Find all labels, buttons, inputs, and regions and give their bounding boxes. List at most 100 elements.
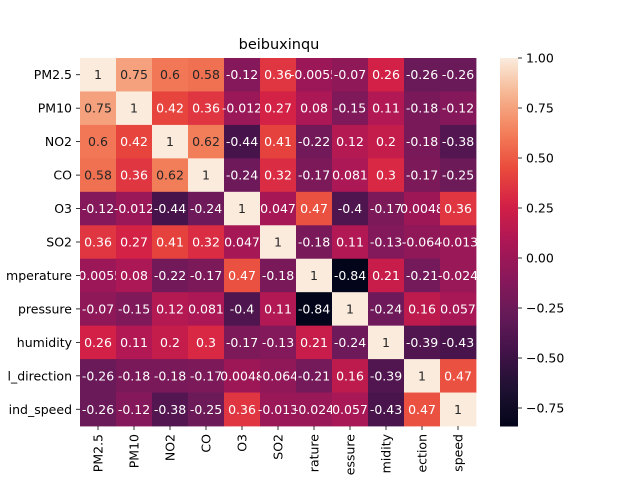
heatmap-cell [224,392,261,427]
heatmap-cell [224,225,261,260]
colorbar-gradient-strip [500,374,518,377]
heatmap-cell [260,292,297,327]
heatmap-cell [260,359,297,393]
colorbar-gradient-strip [500,86,518,89]
heatmap-cell [332,359,369,393]
cell-value-label: -0.024 [294,402,334,417]
cell-value-label: -0.38 [442,134,474,149]
heatmap-cell [404,124,441,159]
colorbar-gradient-strip [500,340,518,343]
heatmap-cell [368,158,405,193]
colorbar-gradient-strip [500,176,518,179]
colorbar-gradient-strip [500,246,518,249]
cell-value-label: 0.26 [84,335,112,350]
cell-value-label: -0.064 [402,235,442,250]
column-label: SO2 [271,434,286,460]
colorbar-gradient-strip [500,358,518,361]
colorbar-tick-label: 0.75 [526,101,554,116]
cell-value-label: -0.39 [406,335,438,350]
heatmap-cell [332,292,369,327]
colorbar-tick-label: 0.00 [526,251,554,266]
colorbar-gradient-strip [500,114,518,117]
cell-value-label: -0.84 [298,301,330,316]
colorbar-gradient-strip [500,106,518,109]
cell-value-label: -0.21 [406,268,438,283]
colorbar-gradient-strip [500,72,518,75]
colorbar-gradient-strip [500,356,518,359]
colorbar-gradient-strip [500,116,518,119]
cell-value-label: 0.21 [300,335,328,350]
colorbar-gradient-strip [500,274,518,277]
colorbar-gradient-strip [500,186,518,189]
heatmap-cell [152,225,189,260]
colorbar-gradient-strip [500,190,518,193]
colorbar-gradient-strip [500,160,518,163]
colorbar-gradient-strip [500,148,518,151]
colorbar-gradient-strip [500,384,518,387]
cell-value-label: -0.13 [370,235,402,250]
cell-value-label: -0.24 [226,168,258,183]
colorbar-gradient-strip [500,132,518,135]
colorbar-gradient-strip [500,362,518,365]
heatmap-cell [224,124,261,159]
colorbar-gradient-strip [500,288,518,291]
heatmap-cell [152,258,189,293]
heatmap-cell [260,191,297,226]
cell-value-label: 0.2 [376,134,396,149]
colorbar-gradient-strip [500,172,518,175]
colorbar-gradient-strip [500,350,518,353]
colorbar-gradient-strip [500,156,518,159]
cell-value-label: -0.12 [82,201,114,216]
heatmap-cell [260,325,297,360]
colorbar-gradient-strip [500,196,518,199]
column-label: PM10 [127,434,142,468]
cell-value-label: 0.047 [224,235,260,250]
colorbar-gradient-strip [500,270,518,273]
cell-value-label: 0.081 [332,168,368,183]
heatmap-cell [116,258,153,293]
colorbar-gradient-strip [500,98,518,101]
colorbar-gradient-strip [500,154,518,157]
cell-value-label: 1 [346,301,354,316]
colorbar-gradient-strip [500,304,518,307]
cell-value-label: 0.11 [120,335,148,350]
heatmap-cell [224,58,261,92]
colorbar-gradient-strip [500,310,518,313]
cell-value-label: 1 [310,268,318,283]
cell-value-label: 1 [418,368,426,383]
cell-value-label: -0.22 [298,134,330,149]
colorbar-gradient-strip [500,342,518,345]
heatmap-cell [404,58,441,92]
heatmap-cell [296,325,333,360]
cell-value-label: 0.3 [196,335,216,350]
heatmap-cell [440,292,477,327]
heatmap-cell [260,158,297,193]
cell-value-label: 0.08 [120,268,148,283]
heatmap-cell [80,325,117,360]
cell-value-label: 0.42 [120,134,148,149]
cell-value-label: -0.39 [370,368,402,383]
heatmap-cell [332,392,369,427]
heatmap-cell [260,58,297,92]
colorbar-gradient-strip [500,378,518,381]
heatmap-cell [152,292,189,327]
heatmap-cell [188,325,225,360]
cell-value-label: 1 [382,335,390,350]
heatmap-cell [188,191,225,226]
colorbar-gradient-strip [500,178,518,181]
heatmap-cell [404,325,441,360]
colorbar-gradient-strip [500,200,518,203]
cell-value-label: -0.21 [298,368,330,383]
colorbar-gradient-strip [500,58,518,61]
heatmap-cell [368,124,405,159]
cell-value-label: -0.26 [406,67,438,82]
cell-value-label: -0.12 [442,101,474,116]
cell-value-label: 0.27 [120,235,148,250]
heatmap-cell [152,325,189,360]
heatmap-cell [368,58,405,92]
heatmap-cell [80,392,117,427]
colorbar-gradient-strip [500,62,518,65]
colorbar-gradient-strip [500,400,518,403]
cell-value-label: 1 [130,101,138,116]
colorbar-gradient-strip [500,76,518,79]
